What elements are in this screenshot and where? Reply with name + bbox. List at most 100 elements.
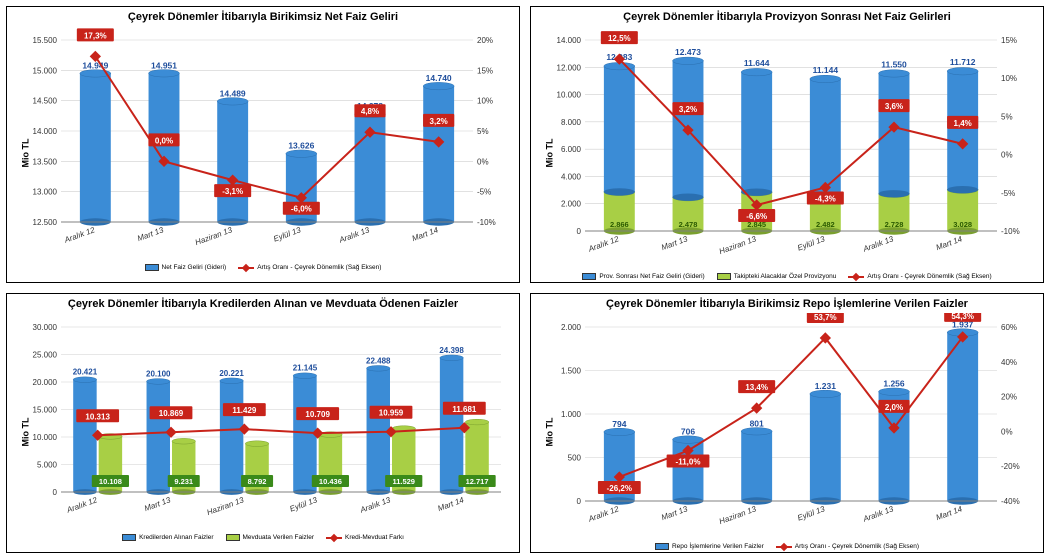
svg-text:5%: 5% [477,127,489,136]
panel-4: Çeyrek Dönemler İtibarıyla Birikimsiz Re… [530,293,1044,553]
chart2-title: Çeyrek Dönemler İtibarıyla Provizyon Son… [537,11,1037,24]
svg-text:14.489: 14.489 [220,89,246,99]
svg-text:20.221: 20.221 [219,369,244,378]
svg-text:17,3%: 17,3% [84,32,107,41]
legend-item: Kredilerden Alınan Faizler [122,534,213,541]
svg-text:Aralık 12: Aralık 12 [62,225,96,245]
panel-1: Çeyrek Dönemler İtibarıyla Birikimsiz Ne… [6,6,520,283]
svg-text:-10%: -10% [1001,227,1020,236]
svg-text:14.951: 14.951 [151,60,177,70]
svg-text:10%: 10% [1001,74,1017,83]
chart3-title: Çeyrek Dönemler İtibarıyla Kredilerden A… [13,298,513,311]
svg-text:10.313: 10.313 [85,413,110,422]
svg-text:15%: 15% [1001,36,1017,45]
svg-text:Mart 14: Mart 14 [935,234,964,252]
svg-text:12,5%: 12,5% [608,34,631,43]
svg-text:30.000: 30.000 [33,323,58,332]
svg-text:12.473: 12.473 [675,47,701,57]
svg-text:14.000: 14.000 [557,36,582,45]
legend-item: Mevduata Verilen Faizler [226,534,315,541]
svg-text:-10%: -10% [477,218,496,227]
svg-text:11.144: 11.144 [813,65,839,75]
svg-text:Mart 14: Mart 14 [935,505,964,523]
svg-text:14.000: 14.000 [33,127,58,136]
chart3-area: Mio TL05.00010.00015.00020.00025.00030.0… [13,313,513,550]
svg-text:11.681: 11.681 [452,405,477,414]
svg-text:10.000: 10.000 [557,91,582,100]
svg-text:4,8%: 4,8% [361,107,379,116]
svg-text:25.000: 25.000 [33,351,58,360]
svg-text:15.000: 15.000 [33,406,58,415]
svg-text:10.959: 10.959 [379,409,404,418]
svg-text:801: 801 [750,419,764,429]
svg-text:12.500: 12.500 [33,218,58,227]
svg-text:5.000: 5.000 [37,461,58,470]
svg-text:Eylül 13: Eylül 13 [289,496,319,514]
svg-text:0: 0 [577,497,582,506]
legend-item: Artış Oranı - Çeyrek Dönemlik (Sağ Eksen… [848,273,991,280]
svg-text:-6,6%: -6,6% [746,212,767,221]
svg-text:3,2%: 3,2% [679,105,697,114]
panel-3: Çeyrek Dönemler İtibarıyla Kredilerden A… [6,293,520,553]
svg-text:-3,1%: -3,1% [222,187,243,196]
svg-text:-5%: -5% [1001,189,1015,198]
legend-item: Artış Oranı - Çeyrek Dönemlik (Sağ Eksen… [238,264,381,271]
svg-text:2,0%: 2,0% [885,403,903,412]
svg-text:13.000: 13.000 [33,188,58,197]
legend-item: Takipteki Alacaklar Özel Provizyonu [717,273,837,280]
svg-text:-4,3%: -4,3% [815,195,836,204]
svg-text:40%: 40% [1001,358,1017,367]
svg-text:-6,0%: -6,0% [291,205,312,214]
svg-text:706: 706 [681,427,695,437]
chart-legend: Net Faiz Geliri (Gideri)Artış Oranı - Çe… [13,264,513,271]
svg-text:54,3%: 54,3% [951,313,974,321]
svg-text:2.866: 2.866 [610,220,629,229]
legend-item: Artış Oranı - Çeyrek Dönemlik (Sağ Eksen… [776,543,919,550]
chart-legend: Kredilerden Alınan Faizler Mevduata Veril… [13,534,513,541]
svg-text:Aralık 13: Aralık 13 [358,496,392,516]
svg-text:Aralık 13: Aralık 13 [861,505,895,525]
svg-text:20.421: 20.421 [73,368,98,377]
svg-text:13.626: 13.626 [288,141,314,151]
svg-text:11.712: 11.712 [950,57,976,67]
svg-text:4.000: 4.000 [561,173,582,182]
svg-text:Eylül 13: Eylül 13 [796,505,826,523]
chart1-title: Çeyrek Dönemler İtibarıyla Birikimsiz Ne… [13,11,513,24]
svg-text:-5%: -5% [477,188,491,197]
svg-text:5%: 5% [1001,113,1013,122]
svg-text:10.869: 10.869 [159,410,184,419]
svg-text:3,6%: 3,6% [885,102,903,111]
svg-text:22.488: 22.488 [366,357,391,366]
chart4-title: Çeyrek Dönemler İtibarıyla Birikimsiz Re… [537,298,1037,311]
chart-legend: Prov. Sonrası Net Faiz Geliri (Gideri)Ta… [537,273,1037,280]
svg-text:10.000: 10.000 [33,433,58,442]
svg-text:20.000: 20.000 [33,378,58,387]
svg-text:15.000: 15.000 [33,67,58,76]
svg-text:Mart 13: Mart 13 [660,505,689,523]
svg-text:Aralık 12: Aralık 12 [65,496,99,516]
svg-text:Haziran 13: Haziran 13 [206,496,246,518]
svg-text:10.709: 10.709 [305,410,330,419]
svg-text:Mart 14: Mart 14 [436,496,465,514]
svg-text:0: 0 [53,488,58,497]
legend-item: Kredi-Mevduat Farkı [326,534,404,541]
svg-text:20%: 20% [477,36,493,45]
svg-text:0: 0 [577,227,582,236]
svg-text:20%: 20% [1001,393,1017,402]
y-axis-label: Mio TL [21,139,31,168]
svg-text:1.000: 1.000 [561,410,582,419]
svg-text:10.108: 10.108 [99,477,122,486]
svg-text:-20%: -20% [1001,463,1020,472]
svg-text:Aralık 12: Aralık 12 [586,234,620,254]
svg-text:Aralık 13: Aralık 13 [337,225,371,245]
chart1-area: Mio TL12.50013.00013.50014.00014.50015.0… [13,26,513,280]
svg-text:Aralık 12: Aralık 12 [586,505,620,525]
svg-text:12.000: 12.000 [557,63,582,72]
svg-text:60%: 60% [1001,323,1017,332]
svg-text:24.398: 24.398 [439,346,464,355]
svg-text:11.429: 11.429 [232,407,257,416]
svg-text:1,4%: 1,4% [954,119,972,128]
svg-text:Haziran 13: Haziran 13 [718,505,758,527]
svg-text:Mart 13: Mart 13 [136,225,165,243]
svg-text:20.100: 20.100 [146,370,171,379]
